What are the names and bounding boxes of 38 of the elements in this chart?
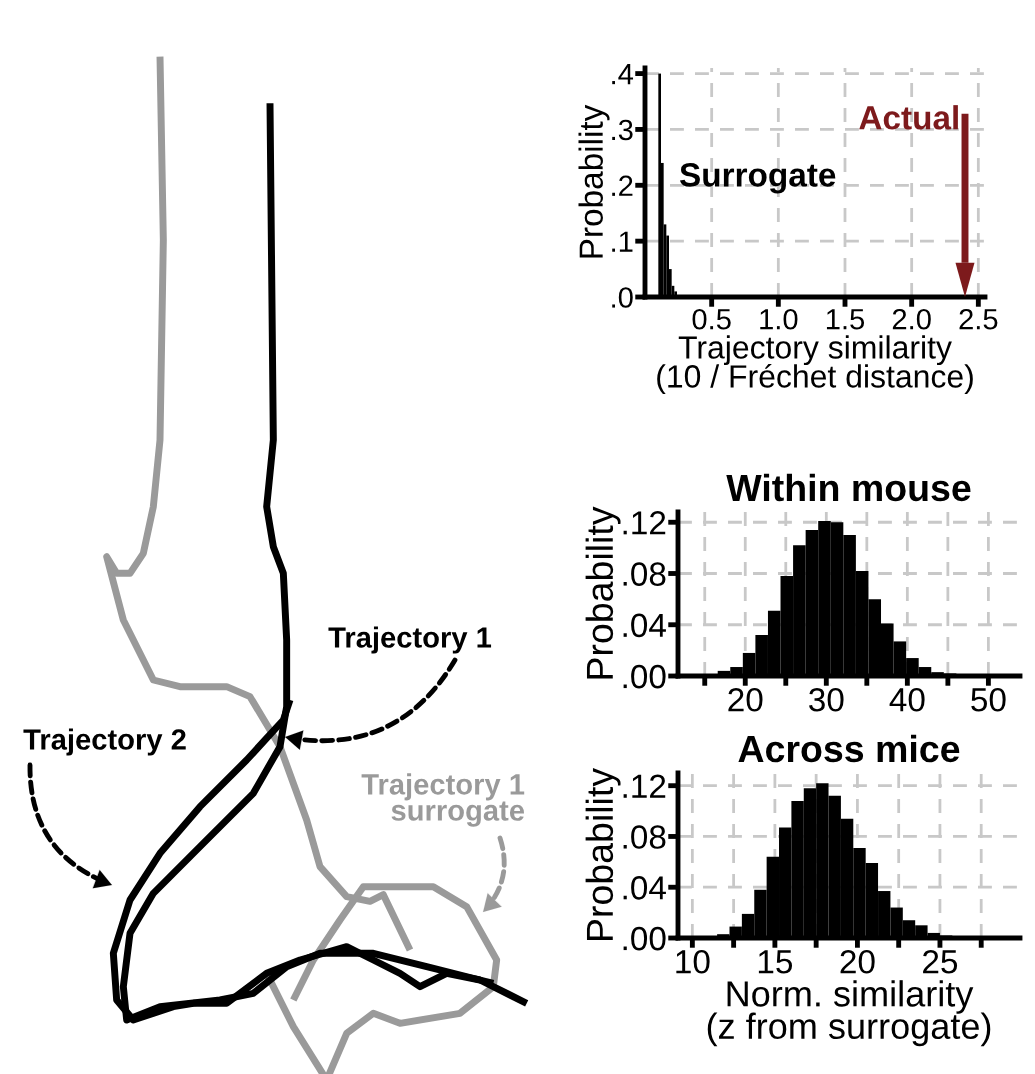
text: Trajectory 1 surrogate <box>361 773 525 827</box>
annotation: Surrogate <box>679 163 836 194</box>
y-tick-label: .0 <box>612 287 633 308</box>
x-tick-label: 1.0 <box>760 308 798 330</box>
y-tick-label: .00 <box>623 926 666 951</box>
chart-title: Across mice <box>738 734 960 763</box>
y-tick-label: .12 <box>623 774 666 798</box>
y-axis-title: Probability <box>585 768 621 940</box>
chart-title: Within mouse <box>726 473 971 502</box>
y-tick-label: .00 <box>623 664 666 689</box>
x-tick-label: 2.5 <box>959 308 998 330</box>
y-tick-label: .12 <box>623 511 666 535</box>
y-tick-label: .08 <box>623 562 666 586</box>
x-tick-label: 20 <box>728 687 763 712</box>
x-tick-label: 50 <box>971 687 1006 712</box>
text: Trajectory 1 <box>328 626 492 654</box>
y-tick-label: .04 <box>623 876 666 900</box>
text: Trajectory 2 <box>23 728 186 756</box>
y-tick-label: .4 <box>612 64 634 85</box>
y-tick-label: .08 <box>623 825 666 849</box>
y-tick-label: .3 <box>612 119 633 141</box>
y-tick-label: .04 <box>623 613 666 638</box>
x-tick-label: 15 <box>758 950 793 974</box>
x-axis-title: Norm. similarity (z from surrogate) <box>707 980 991 1047</box>
y-tick-label: .2 <box>612 175 633 196</box>
ref-line-label: Actual <box>859 105 958 130</box>
x-tick-label: 30 <box>809 687 844 712</box>
x-tick-label: 10 <box>676 949 710 974</box>
x-axis-title: Trajectory similarity (10 / Fréchet distance) <box>657 335 973 395</box>
x-tick-label: 40 <box>889 687 925 712</box>
x-tick-label: 1.5 <box>826 309 865 330</box>
x-tick-label: 25 <box>923 949 958 974</box>
x-tick-label: 20 <box>840 949 875 974</box>
y-axis-title: Probability <box>585 506 621 679</box>
y-axis-title: Probability <box>578 104 610 258</box>
x-tick-label: 2.0 <box>892 308 931 330</box>
x-tick-label: 0.5 <box>692 308 731 330</box>
y-tick-label: .1 <box>612 231 633 252</box>
